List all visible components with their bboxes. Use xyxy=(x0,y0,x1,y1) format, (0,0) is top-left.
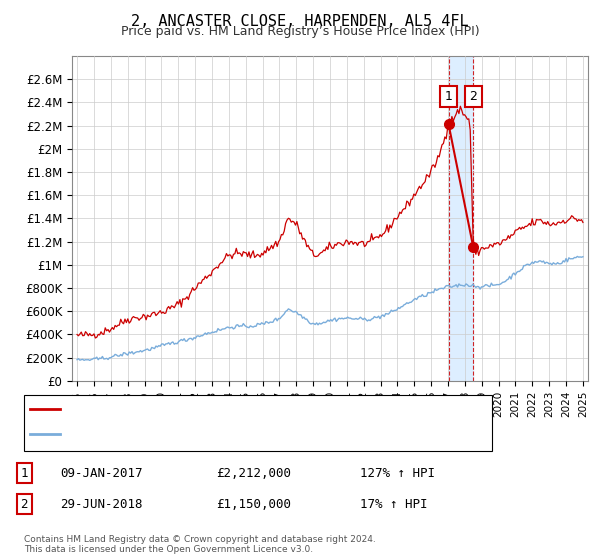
Text: 2: 2 xyxy=(20,497,28,511)
Text: £2,212,000: £2,212,000 xyxy=(216,466,291,480)
Text: £1,150,000: £1,150,000 xyxy=(216,497,291,511)
Text: Contains HM Land Registry data © Crown copyright and database right 2024.
This d: Contains HM Land Registry data © Crown c… xyxy=(24,535,376,554)
Bar xyxy=(449,56,473,381)
Text: 2, ANCASTER CLOSE, HARPENDEN, AL5 4FL (detached house): 2, ANCASTER CLOSE, HARPENDEN, AL5 4FL (d… xyxy=(66,404,431,414)
Text: 29-JUN-2018: 29-JUN-2018 xyxy=(60,497,143,511)
Text: 1: 1 xyxy=(20,466,28,480)
Text: HPI: Average price, detached house, St Albans: HPI: Average price, detached house, St A… xyxy=(66,429,370,439)
Text: 2: 2 xyxy=(469,90,477,103)
Text: 127% ↑ HPI: 127% ↑ HPI xyxy=(360,466,435,480)
Text: 17% ↑ HPI: 17% ↑ HPI xyxy=(360,497,427,511)
Text: Price paid vs. HM Land Registry’s House Price Index (HPI): Price paid vs. HM Land Registry’s House … xyxy=(121,25,479,38)
Text: 1: 1 xyxy=(445,90,452,103)
Text: 09-JAN-2017: 09-JAN-2017 xyxy=(60,466,143,480)
Text: 2, ANCASTER CLOSE, HARPENDEN, AL5 4FL: 2, ANCASTER CLOSE, HARPENDEN, AL5 4FL xyxy=(131,14,469,29)
